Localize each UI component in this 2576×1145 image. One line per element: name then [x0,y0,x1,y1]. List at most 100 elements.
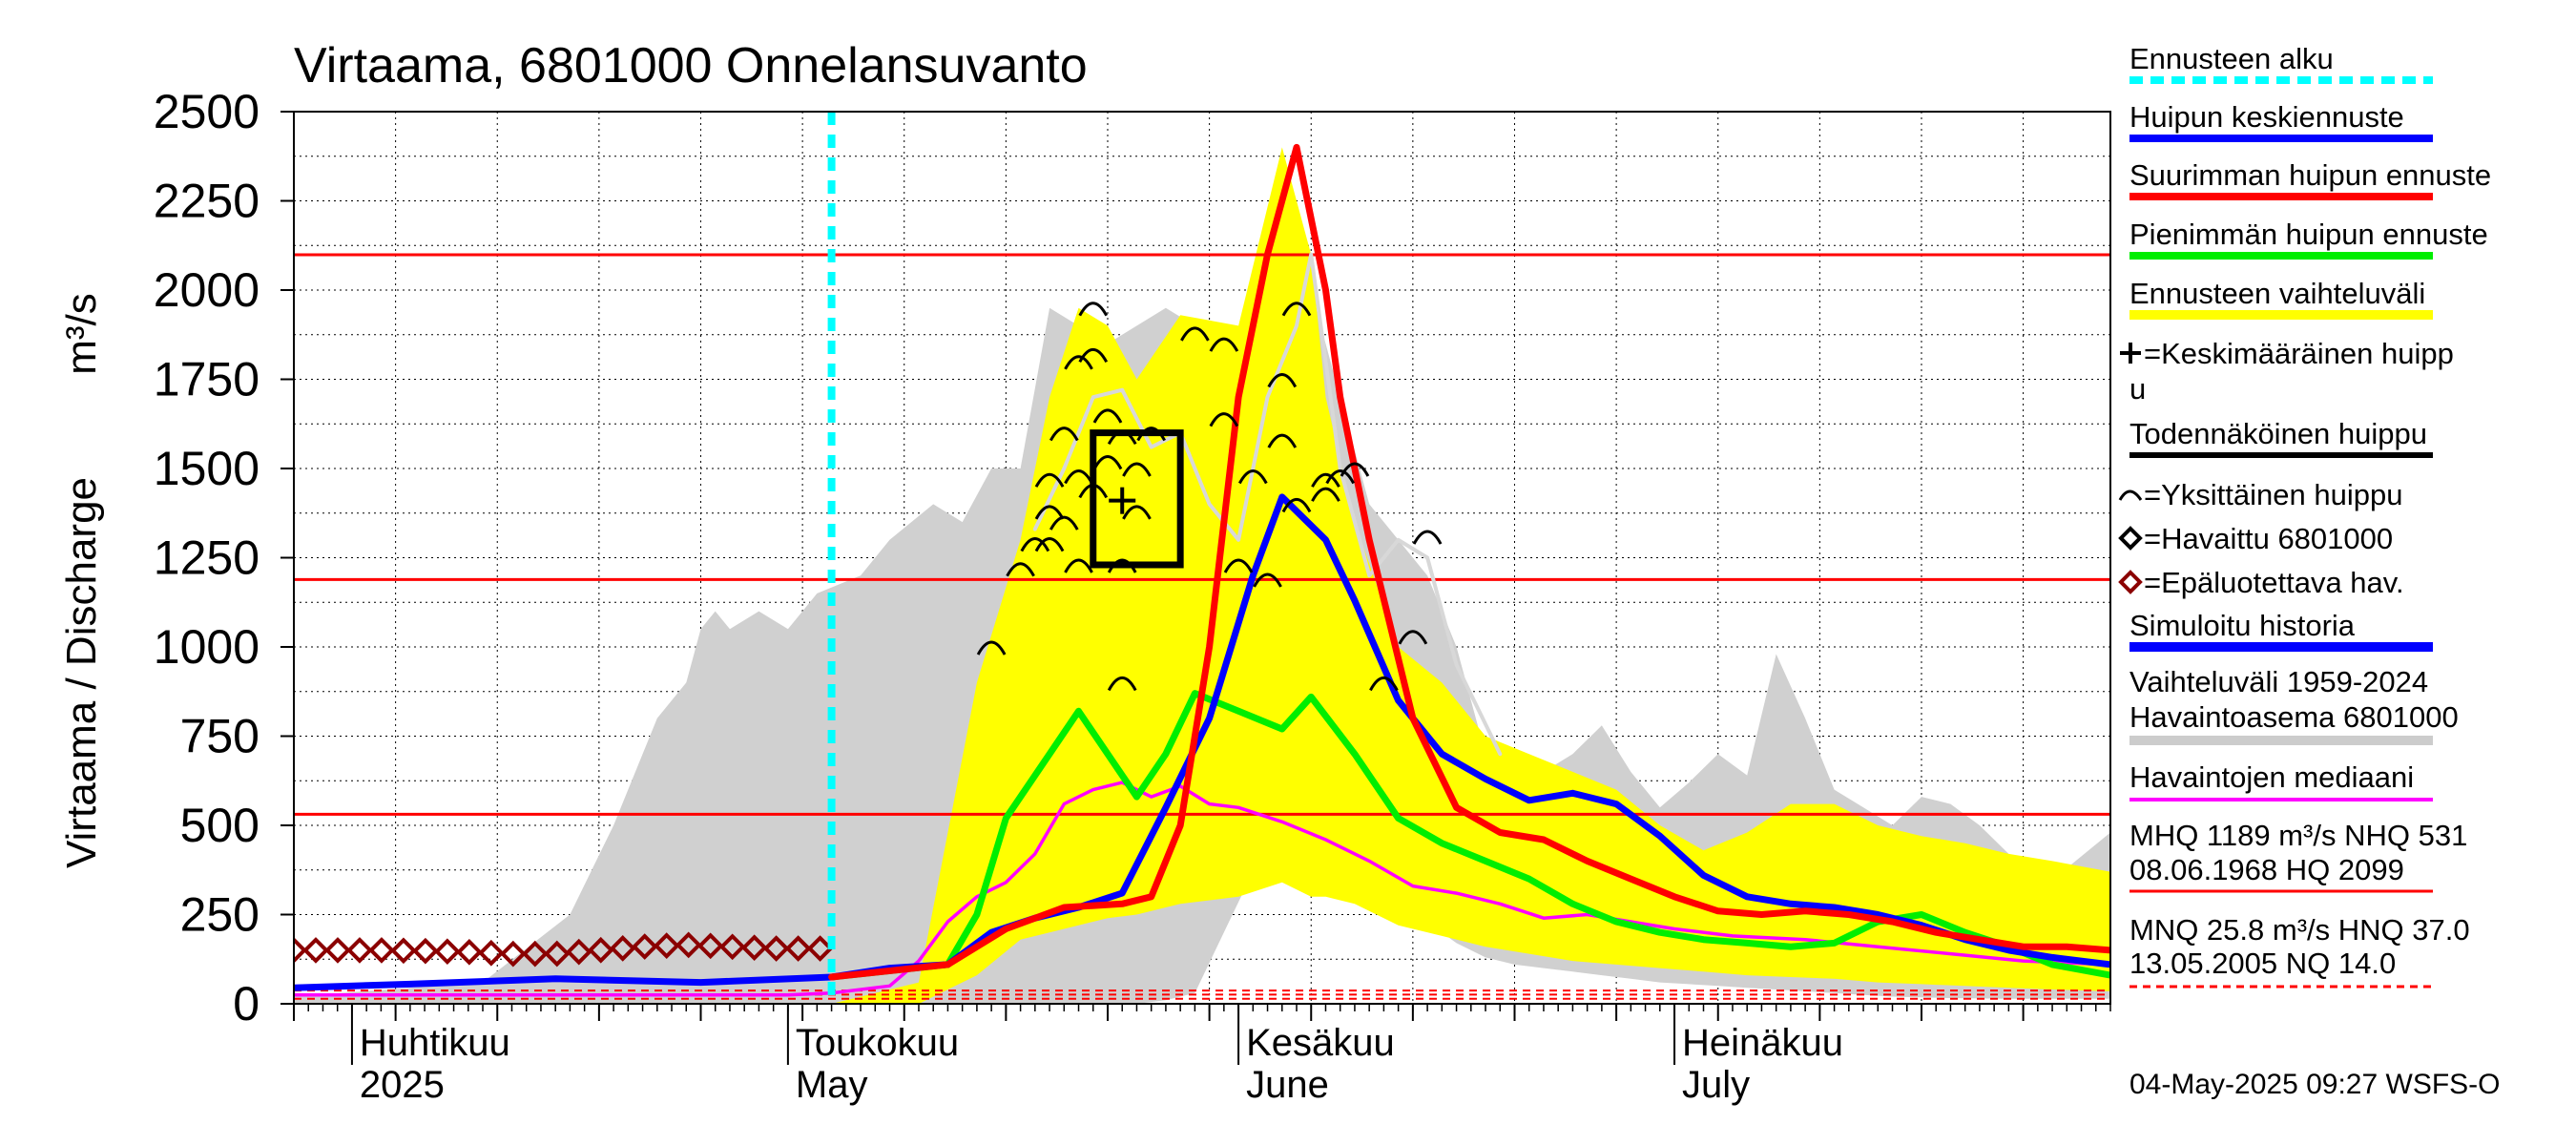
unreliable-observation-marker [806,935,834,962]
y-tick-label: 2500 [154,85,260,138]
y-tick-label: 2250 [154,175,260,228]
legend-min-forecast-label: Pienimmän huipun ennuste [2129,218,2488,251]
unreliable-observation-marker [390,937,417,965]
legend-median-label: Havaintojen mediaani [2129,760,2414,794]
single-peak-marker [1064,558,1093,573]
single-peak-marker [1237,469,1268,485]
unreliable-observation-marker [740,934,768,962]
y-tick-label: 500 [180,799,260,852]
single-peak-marker [1136,427,1167,442]
legend-stats1-line1: MHQ 1189 m³/s NHQ 531 [2129,819,2467,852]
legend-history-range-label: Vaihteluväli 1959-2024 [2129,665,2428,698]
unreliable-observation-marker [412,937,439,965]
y-tick-label: 750 [180,710,260,763]
single-peak-marker [1064,469,1093,485]
single-peak-marker [1049,515,1079,531]
y-tick-label: 1750 [154,353,260,406]
unreliable-observation-marker [718,933,746,961]
legend-stats1-line2: 08.06.1968 HQ 2099 [2129,853,2404,886]
unreliable-observation-marker [675,931,702,959]
x-tick-label: Huhtikuu [360,1022,510,1064]
single-peak-marker [1092,408,1123,424]
single-peak-marker [1078,302,1109,317]
unreliable-observation-marker [653,932,680,959]
single-peak-marker [1325,469,1356,485]
legend-single-peak-icon [2118,489,2143,501]
y-tick-label: 1250 [154,531,260,585]
unreliable-observation-marker [609,935,636,962]
single-peak-marker [976,640,1007,656]
single-peak-marker [1092,455,1123,470]
single-peak-marker [1398,630,1428,645]
legend-mean-peak-label: =Keskimääräinen huipp [2144,337,2454,370]
single-peak-marker [1209,412,1239,427]
unreliable-observation-marker [521,940,549,968]
unreliable-observation-marker [324,937,351,964]
legend-observed-icon [2118,526,2143,551]
unreliable-observation-marker [565,938,592,966]
x-tick-label: Kesäkuu [1246,1022,1395,1064]
forecast-range-band [831,147,2110,1004]
series-line [1032,252,1503,757]
single-peak-marker [1078,347,1109,364]
single-peak-marker [1253,572,1282,588]
legend-forecast-range-label: Ennusteen vaihteluväli [2129,277,2425,310]
legend-probable-peak-label: Todennäköinen huippu [2129,417,2427,450]
unreliable-observation-marker [631,933,658,960]
single-peak-marker [1412,530,1443,545]
y-tick-label: 1500 [154,442,260,495]
legend-history-range-label-cont: Havaintoasema 6801000 [2129,700,2459,734]
y-tick-label: 1000 [154,620,260,674]
x-tick-label-secondary: June [1246,1064,1329,1106]
unreliable-observation-marker [696,932,724,960]
x-tick-label: Toukokuu [796,1022,959,1064]
legend-max-forecast-label: Suurimman huipun ennuste [2129,158,2491,192]
x-tick-label: Heinäkuu [1682,1022,1843,1064]
unreliable-observation-marker [543,940,571,968]
y-axis-unit: m³/s [58,293,105,375]
single-peak-marker [1267,373,1298,388]
single-peak-marker [1107,558,1137,573]
y-axis-label: Virtaama / Discharge [58,477,105,868]
single-peak-marker [1311,487,1340,502]
legend-unreliable-icon [2118,570,2143,594]
single-peak-marker [1122,505,1152,520]
legend-forecast-start-label: Ennusteen alku [2129,42,2334,75]
single-peak-marker [1267,433,1298,448]
legend-single-peak-label: =Yksittäinen huippu [2144,478,2402,511]
unreliable-observation-marker [762,935,790,962]
legend-mean-peak-icon [2120,343,2141,364]
single-peak-marker [1281,497,1312,513]
chart-title: Virtaama, 6801000 Onnelansuvanto [294,38,1088,94]
y-tick-label: 2000 [154,263,260,317]
legend: Ennusteen alku Huipun keskiennuste Suuri… [2118,42,2491,989]
single-peak-marker [1281,302,1312,317]
single-peak-marker [1340,462,1370,477]
single-peak-marker [1122,462,1152,477]
single-peak-marker [1034,505,1065,520]
x-tick-label-secondary: July [1682,1064,1750,1106]
y-tick-label: 250 [180,888,260,942]
single-peak-marker [1049,427,1079,442]
single-peak-marker [1209,337,1239,352]
x-tick-label-secondary: May [796,1064,868,1106]
unreliable-observation-marker [499,940,527,968]
x-tick-label-secondary: 2025 [360,1064,445,1106]
plot-frame [293,111,2111,1005]
single-peak-marker [1034,472,1065,488]
unreliable-observation-marker [294,937,307,964]
unreliable-observation-marker [784,935,812,962]
single-peak-marker [1107,676,1137,692]
mean-peak-marker [1109,487,1136,514]
single-peak-marker [1223,558,1254,573]
series-line [294,781,2110,997]
legend-mean-forecast-label: Huipun keskiennuste [2129,100,2404,134]
legend-simulated-label: Simuloitu historia [2129,609,2356,642]
unreliable-observation-marker [346,937,373,964]
unreliable-observation-marker [302,937,329,964]
legend-observed-label: =Havaittu 6801000 [2144,522,2393,555]
legend-mean-peak-label-cont: u [2129,372,2146,406]
single-peak-marker [1369,676,1399,692]
legend-stats2-line1: MNQ 25.8 m³/s HNQ 37.0 [2129,913,2470,947]
